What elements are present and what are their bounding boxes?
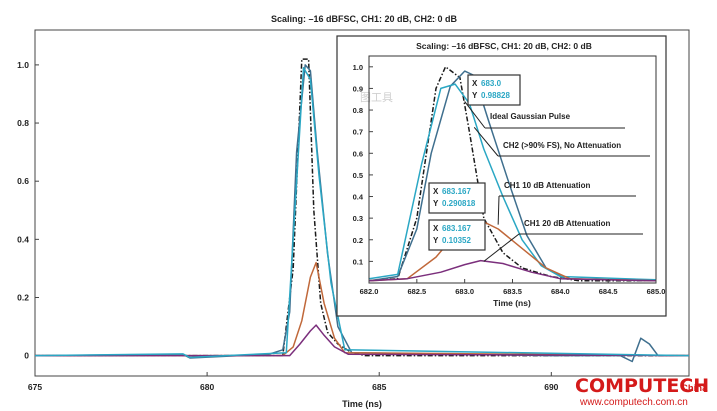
inset-y-tick-label: 0.7	[353, 128, 363, 137]
main-y-tick-label: 0.4	[17, 234, 29, 244]
inset-y-tick-label: 0.2	[353, 236, 363, 245]
main-series-line-3	[35, 324, 690, 357]
annotation-label: CH2 (>90% FS), No Attenuation	[503, 141, 621, 150]
inset-annotations: Ideal Gaussian Pulse CH2 (>90% FS), No At…	[464, 101, 650, 262]
datatip-axis-label: Y	[433, 236, 439, 245]
annotation-leader	[483, 233, 520, 262]
main-y-tick-label: 0	[24, 351, 29, 361]
main-x-axis: 675 680 685 690	[28, 372, 559, 392]
inset-x-tick-label: 682.0	[360, 287, 379, 296]
inset-x-tick-label: 683.0	[455, 287, 474, 296]
main-plot-frame	[34, 29, 690, 377]
main-x-tick-label: 685	[372, 382, 386, 392]
datatip-value: 683.167	[442, 187, 471, 196]
annotation-label: Ideal Gaussian Pulse	[490, 112, 571, 121]
inset-chart-title: Scaling: –16 dBFSC, CH1: 20 dB, CH2: 0 d…	[416, 41, 592, 51]
main-series-line-0	[35, 58, 689, 357]
annotation-leader	[473, 127, 499, 157]
brand-name: COMPUTECH	[575, 375, 709, 397]
annotation-label: CH1 10 dB Attenuation	[504, 181, 590, 190]
datatip-axis-label: Y	[433, 199, 439, 208]
inset-x-axis: 682.0 682.5 683.0 683.5 684.0 684.5 685.0	[360, 279, 666, 296]
main-x-tick-label: 680	[200, 382, 214, 392]
inset-chart: Scaling: –16 dBFSC, CH1: 20 dB, CH2: 0 d…	[336, 35, 667, 317]
annotation-leader	[464, 101, 486, 129]
inset-y-tick-label: 1.0	[353, 63, 363, 72]
main-x-tick-label: 675	[28, 382, 42, 392]
inset-y-tick-label: 0.5	[353, 171, 363, 180]
inset-series-line-4	[368, 259, 657, 282]
datatip-axis-label: X	[433, 224, 439, 233]
inset-x-tick-label: 682.5	[407, 287, 426, 296]
datatip-box: X 683.0Y 0.98828	[467, 74, 521, 106]
datatip-axis-label: X	[433, 187, 439, 196]
inset-y-tick-label: 0.3	[353, 214, 363, 223]
brand-watermark: COMPUTECH China www.computech.com.cn	[575, 375, 709, 408]
annotation-leader	[497, 195, 500, 225]
inset-series-line-3	[368, 219, 657, 282]
main-y-tick-label: 0.8	[17, 118, 29, 128]
inset-x-tick-label: 685.0	[647, 287, 666, 296]
main-series-line-2	[35, 261, 690, 357]
datatip-value: 683.0	[481, 79, 502, 88]
main-series-group	[34, 58, 690, 363]
inset-x-tick-label: 684.0	[551, 287, 570, 296]
datatip-axis-label: Y	[472, 91, 478, 100]
inset-y-tick-label: 0.8	[353, 106, 363, 115]
main-y-tick-label: 0.6	[17, 176, 29, 186]
main-series-line-4	[34, 67, 690, 359]
datatip-value: 0.290818	[442, 199, 476, 208]
faint-watermark: 图工具	[360, 91, 393, 104]
main-chart: Scaling: –16 dBFSC, CH1: 20 dB, CH2: 0 d…	[17, 14, 690, 409]
main-y-tick-label: 1.0	[17, 60, 29, 70]
main-y-tick-label: 0.2	[17, 292, 29, 302]
inset-y-tick-label: 0.9	[353, 84, 363, 93]
inset-x-tick-label: 683.5	[503, 287, 522, 296]
inset-y-axis: 0.1 0.2 0.3 0.4 0.5 0.6 0.7 0.8 0.9 1.0	[353, 63, 373, 266]
inset-y-tick-label: 0.4	[353, 193, 364, 202]
brand-suffix: China	[681, 383, 708, 394]
inset-y-tick-label: 0.1	[353, 257, 363, 266]
datatip-value: 683.167	[442, 224, 471, 233]
inset-x-axis-label: Time (ns)	[493, 298, 531, 308]
annotation-label: CH1 20 dB Attenuation	[524, 219, 610, 228]
datatip-axis-label: X	[472, 79, 478, 88]
datatip-value: 0.98828	[481, 91, 510, 100]
inset-x-tick-label: 684.5	[599, 287, 618, 296]
datatip-value: 0.10352	[442, 236, 471, 245]
main-chart-title: Scaling: –16 dBFSC, CH1: 20 dB, CH2: 0 d…	[271, 14, 458, 24]
inset-y-tick-label: 0.6	[353, 149, 363, 158]
brand-url: www.computech.com.cn	[579, 397, 688, 408]
main-x-axis-label: Time (ns)	[342, 399, 382, 409]
main-x-tick-label: 690	[544, 382, 558, 392]
